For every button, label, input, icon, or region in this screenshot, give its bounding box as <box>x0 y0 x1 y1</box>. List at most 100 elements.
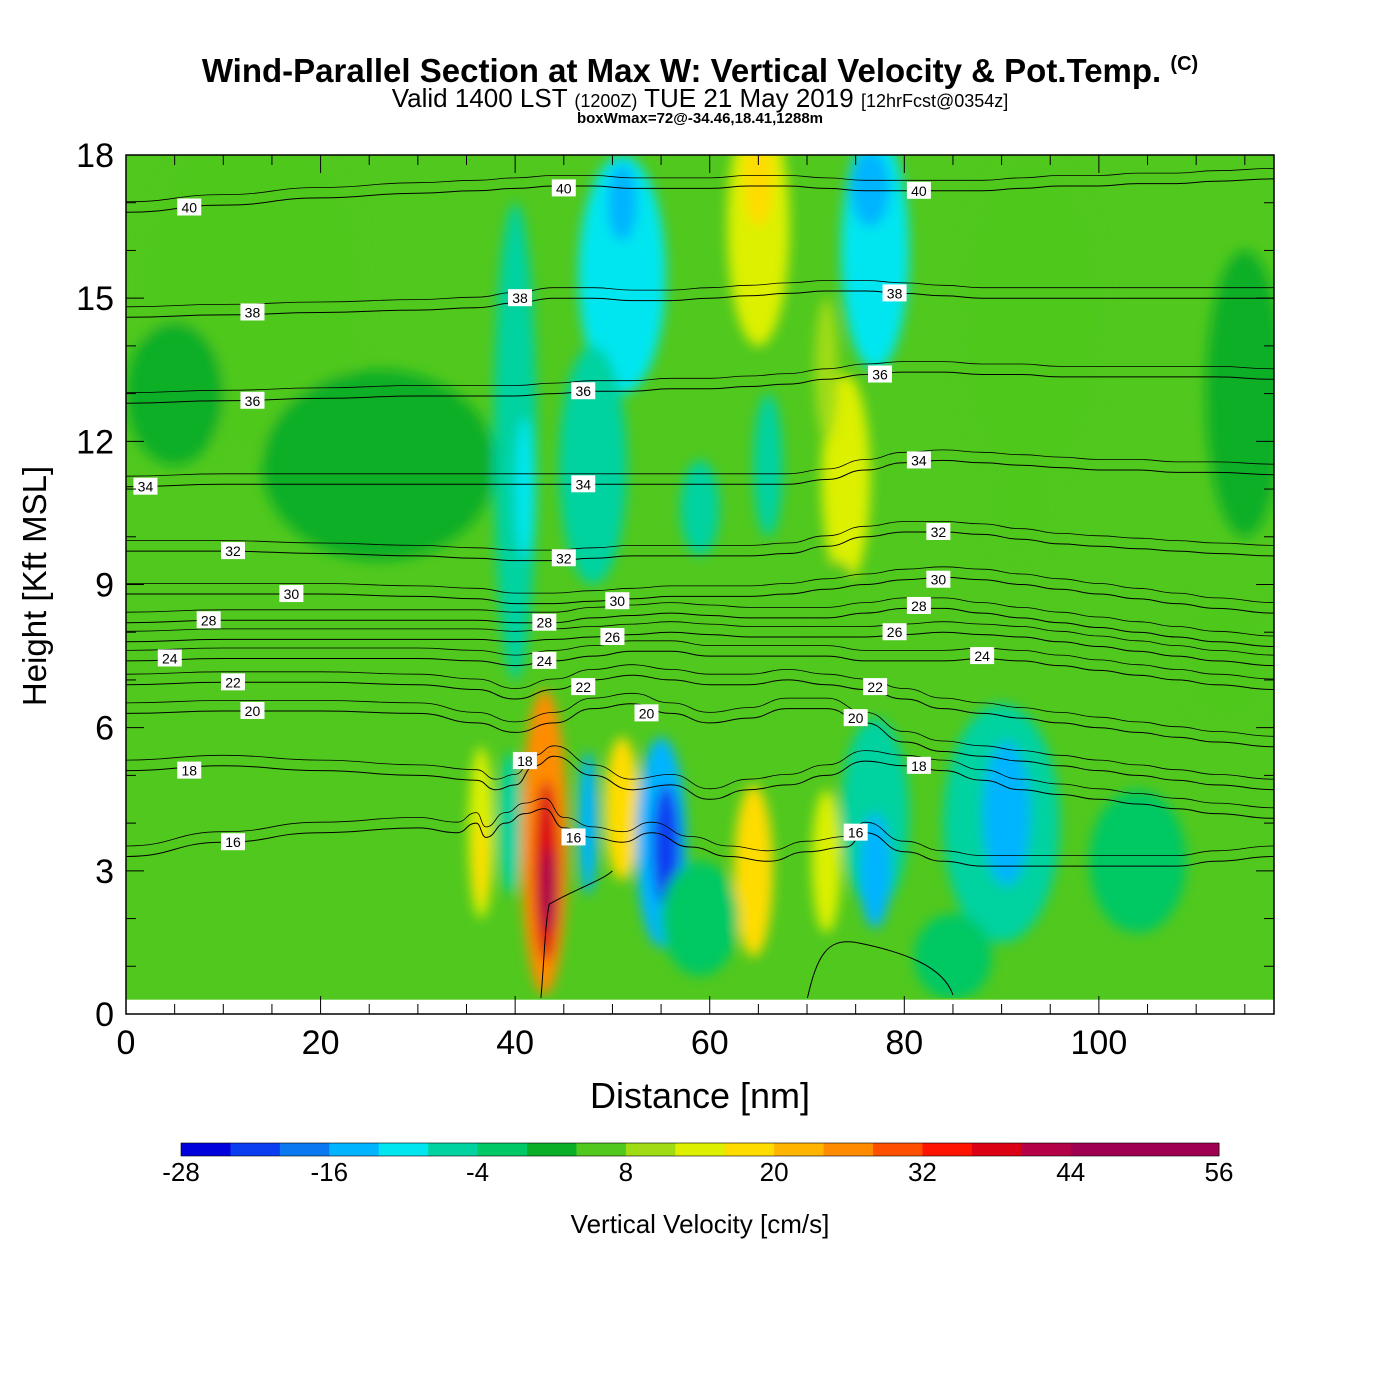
contour-label-text: 32 <box>225 543 241 559</box>
colorbar-tick-label: 56 <box>1205 1157 1234 1187</box>
colorbar-segment <box>922 1143 973 1156</box>
contour-label-text: 38 <box>887 285 903 301</box>
contour-label-text: 40 <box>556 180 572 196</box>
contour-label: 20 <box>240 701 265 719</box>
vertical-velocity-cell <box>743 155 773 227</box>
vertical-velocity-cell <box>727 155 790 346</box>
theta-contour <box>126 640 1274 680</box>
contour-label-text: 18 <box>181 763 197 779</box>
contour-label-text: 16 <box>848 825 864 841</box>
theta-contour <box>126 531 1274 562</box>
theta-contour <box>126 607 1274 647</box>
contour-label: 16 <box>843 823 868 841</box>
x-tick-label: 80 <box>885 1024 923 1062</box>
vertical-velocity-cell <box>952 155 1109 490</box>
theta-contour <box>126 650 1274 690</box>
colorbar-segment <box>1120 1143 1171 1156</box>
vertical-velocity-cell <box>983 741 1030 886</box>
contour-label: 38 <box>882 284 907 302</box>
contour-label: 18 <box>906 756 931 774</box>
vertical-velocity-cell <box>474 818 488 905</box>
colorbar-tick-label: -16 <box>310 1157 348 1187</box>
vertical-velocity-cell <box>821 374 871 585</box>
contour-label: 30 <box>605 592 630 610</box>
theta-contour <box>126 168 1274 203</box>
contour-label-text: 24 <box>974 648 990 664</box>
vertical-velocity-cell <box>515 417 535 561</box>
contour-label: 38 <box>508 289 533 307</box>
vertical-velocity-cell <box>914 913 992 998</box>
contour-label: 32 <box>221 542 246 560</box>
colorbar-segment <box>329 1143 380 1156</box>
theta-contour <box>126 449 1274 477</box>
contour-label: 34 <box>906 451 931 469</box>
colorbar: -28 -16 -4 8 20 32 44 56 <box>162 1142 1234 1187</box>
vertical-velocity-cell <box>661 861 739 976</box>
colorbar-segment <box>378 1143 429 1156</box>
colorbar-segment <box>1021 1143 1072 1156</box>
colorbar-tick-label: 8 <box>619 1157 633 1187</box>
contour-label-text: 30 <box>931 572 947 588</box>
contour-label-text: 36 <box>245 393 261 409</box>
contour-label: 36 <box>867 365 892 383</box>
contour-label: 18 <box>177 761 202 779</box>
colorbar-segment <box>279 1143 330 1156</box>
x-tick-label: 100 <box>1071 1024 1128 1062</box>
contour-label-text: 18 <box>517 753 533 769</box>
contour-label: 40 <box>177 198 202 216</box>
chart-title-text: Wind-Parallel Section at Max W: Vertical… <box>201 52 1162 89</box>
x-tick-label: 20 <box>302 1024 340 1062</box>
vertical-velocity-cell <box>859 813 891 929</box>
vertical-velocity-cell <box>578 751 598 895</box>
contour-label-text: 20 <box>639 705 655 721</box>
colorbar-segment <box>823 1143 874 1156</box>
vertical-velocity-cell <box>578 155 666 394</box>
theta-contour <box>126 631 1274 667</box>
contour-label: 32 <box>551 549 576 567</box>
vertical-velocity-cell <box>680 460 720 556</box>
contour-label: 22 <box>221 673 246 691</box>
contour-label-text: 40 <box>911 183 927 199</box>
contour-label-text: 20 <box>245 703 261 719</box>
colorbar-segment <box>527 1143 577 1156</box>
colorbar-segment <box>774 1143 825 1156</box>
contour-label: 40 <box>551 179 576 197</box>
colorbar-segment <box>873 1143 923 1156</box>
theta-contour <box>126 576 1274 614</box>
vertical-velocity-cell <box>262 369 496 561</box>
theta-contour <box>126 521 1274 551</box>
colorbar-tick-label: -28 <box>162 1157 200 1187</box>
y-tick-label: 15 <box>76 280 114 318</box>
contour-label-text: 24 <box>162 650 178 666</box>
theta-contour <box>126 178 1274 213</box>
contour-label: 20 <box>843 709 868 727</box>
contour-label: 30 <box>926 570 951 588</box>
contour-label: 36 <box>240 391 265 409</box>
theta-contour <box>126 797 1274 857</box>
vertical-velocity-cell <box>1089 789 1187 933</box>
contour-label: 28 <box>196 611 221 629</box>
y-tick-label: 9 <box>95 567 114 605</box>
vertical-velocity-cell <box>811 789 842 933</box>
colorbar-segment <box>1070 1143 1121 1156</box>
theta-contour <box>126 371 1274 404</box>
contour-label: 22 <box>863 678 888 696</box>
contour-label-text: 34 <box>138 479 154 495</box>
contour-label-text: 22 <box>225 674 241 690</box>
contour-label-text: 22 <box>575 679 591 695</box>
forecast-info: [12hrFcst@0354z] <box>860 91 1009 111</box>
vertical-velocity-field <box>126 155 1274 998</box>
colorbar-segment <box>477 1143 528 1156</box>
theta-contour <box>806 941 954 998</box>
colorbar-segment <box>625 1143 676 1156</box>
x-tick-label: 0 <box>117 1024 136 1062</box>
theta-contour <box>126 597 1274 637</box>
y-axis-label: Height [Kft MSL] <box>16 466 53 706</box>
contour-label-text: 18 <box>911 758 927 774</box>
colorbar-segment <box>724 1143 775 1156</box>
contour-label: 34 <box>133 477 158 495</box>
x-axis: 0 20 40 60 80 100 <box>117 155 1246 1062</box>
contour-label-text: 30 <box>610 593 626 609</box>
vertical-velocity-cell <box>850 155 890 227</box>
